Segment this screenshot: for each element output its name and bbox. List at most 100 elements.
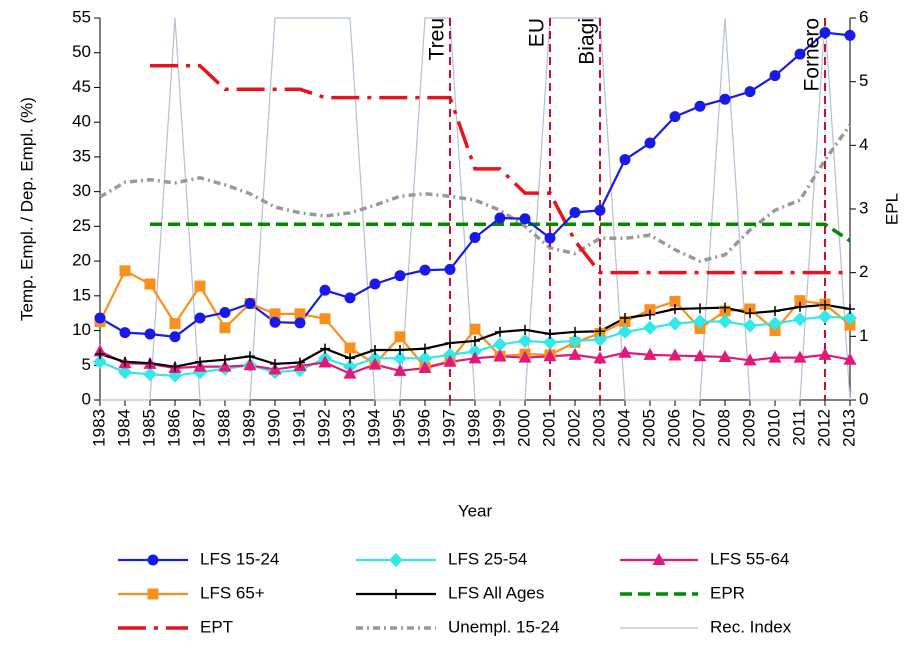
point (319, 284, 331, 296)
x-axis-label: Year (458, 501, 493, 520)
point (393, 351, 407, 366)
y2-tick-label: 3 (859, 198, 868, 217)
point (795, 301, 805, 312)
point (819, 27, 831, 39)
point (844, 29, 856, 41)
point (418, 351, 432, 366)
point (295, 357, 305, 368)
point (645, 309, 655, 320)
x-tick-label: 2005 (639, 409, 658, 447)
y2-tick-label: 5 (859, 71, 868, 90)
point (94, 312, 106, 324)
point (594, 204, 606, 216)
point (269, 308, 281, 320)
point (470, 335, 480, 346)
annotation-label: Fornero (801, 18, 824, 92)
point (543, 335, 557, 350)
point (418, 361, 432, 374)
point (270, 358, 280, 369)
x-tick-label: 2007 (689, 409, 708, 447)
point (170, 361, 180, 372)
point (219, 306, 231, 318)
point (644, 137, 656, 149)
point (144, 278, 156, 290)
point (143, 367, 157, 382)
point (120, 356, 130, 367)
point (369, 278, 381, 290)
point (320, 343, 330, 354)
y-tick-label: 25 (72, 216, 91, 235)
point (693, 349, 707, 362)
x-tick-label: 1992 (314, 409, 333, 447)
point (495, 326, 505, 337)
y-tick-label: 50 (72, 42, 91, 61)
point (618, 345, 632, 358)
x-tick-label: 2011 (789, 409, 808, 446)
y2-tick-label: 2 (859, 262, 868, 281)
point (794, 295, 806, 307)
x-tick-label: 2004 (614, 409, 633, 447)
point (793, 350, 807, 363)
point (718, 349, 732, 362)
point (443, 354, 457, 367)
point (668, 348, 682, 361)
point (145, 358, 155, 369)
point (518, 350, 532, 363)
annotation-label: EU (526, 18, 549, 47)
point (670, 304, 680, 315)
series-line (150, 222, 851, 243)
point (344, 342, 356, 354)
point (668, 316, 682, 331)
point (770, 306, 780, 317)
point (394, 270, 406, 282)
x-tick-label: 1983 (89, 409, 108, 447)
legend-label: LFS 25-54 (448, 549, 527, 568)
point (144, 328, 156, 340)
x-tick-label: 1999 (489, 409, 508, 447)
point (469, 323, 481, 335)
annotation-label: Biagi (576, 18, 599, 65)
point (218, 359, 232, 372)
point (518, 333, 532, 348)
y-tick-label: 45 (72, 77, 91, 96)
point (843, 311, 857, 326)
series-line (99, 123, 852, 264)
point (519, 213, 531, 225)
x-tick-label: 1989 (239, 409, 258, 447)
legend-label: EPR (710, 583, 745, 602)
x-tick-label: 2006 (664, 409, 683, 447)
point (195, 356, 205, 367)
point (743, 353, 757, 366)
y-tick-label: 10 (72, 320, 91, 339)
point (545, 329, 555, 340)
point (468, 351, 482, 364)
point (643, 347, 657, 360)
x-tick-label: 2000 (514, 409, 533, 447)
point (618, 324, 632, 339)
point (744, 86, 756, 98)
point (820, 299, 830, 310)
point (493, 337, 507, 352)
point (818, 309, 832, 324)
x-tick-label: 2008 (714, 409, 733, 447)
point (243, 358, 257, 371)
y-tick-label: 40 (72, 112, 91, 131)
x-tick-label: 2010 (764, 409, 783, 447)
point (343, 366, 357, 379)
x-tick-label: 2001 (539, 409, 558, 447)
point (119, 327, 131, 339)
point (718, 314, 732, 329)
x-tick-label: 1995 (389, 409, 408, 447)
y-tick-label: 0 (82, 389, 91, 408)
y-tick-label: 55 (72, 7, 91, 26)
point (593, 351, 607, 364)
legend-marker (652, 553, 666, 565)
point (793, 312, 807, 327)
point (419, 264, 431, 276)
point (169, 318, 181, 330)
x-tick-label: 1997 (439, 409, 458, 447)
point (745, 308, 755, 319)
point (445, 338, 455, 349)
point (768, 316, 782, 331)
